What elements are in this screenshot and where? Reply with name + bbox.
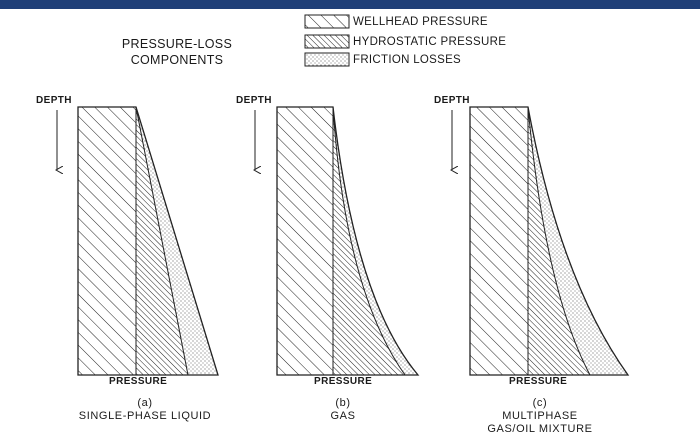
legend-title: PRESSURE-LOSS COMPONENTS — [92, 36, 262, 68]
panel-a-pressure-label: PRESSURE — [109, 376, 168, 387]
panel-b-depth-label: DEPTH — [236, 95, 272, 106]
panel-b-outline — [276, 106, 420, 376]
panel-a-depth-label: DEPTH — [36, 95, 72, 106]
panel-b-hydrostatic-area — [333, 107, 405, 375]
legend-label-wellhead: WELLHEAD PRESSURE — [353, 16, 488, 28]
panel-c-letter: (c) — [532, 397, 548, 409]
panel-c-hydrostatic-line — [527, 106, 591, 376]
panel-c-caption-line2: GAS/OIL MIXTURE — [487, 423, 593, 435]
panel-b-caption: (b) GAS — [243, 397, 443, 423]
panel-c-caption: (c) MULTIPHASE GAS/OIL MIXTURE — [440, 397, 640, 436]
legend-swatch-wellhead — [304, 14, 350, 29]
panel-c-friction-area — [528, 107, 628, 375]
panel-a-outline — [77, 106, 219, 376]
panel-c-wellhead-area — [470, 107, 528, 375]
panel-b-plot — [255, 106, 420, 376]
panel-c-hydrostatic-area — [528, 107, 590, 375]
panel-a-plot — [57, 106, 219, 376]
panel-a-caption: (a) SINGLE-PHASE LIQUID — [45, 397, 245, 423]
legend-label-hydrostatic: HYDROSTATIC PRESSURE — [353, 36, 507, 48]
panel-c-outline — [469, 106, 630, 376]
panel-a-caption-line1: SINGLE-PHASE LIQUID — [78, 410, 212, 422]
panel-b-letter: (b) — [335, 397, 351, 409]
panel-b-caption-line1: GAS — [330, 410, 356, 422]
panel-c-depth-label: DEPTH — [434, 95, 470, 106]
panel-a-wellhead-area — [78, 107, 136, 375]
panel-c-plot — [452, 106, 630, 376]
panel-c-pressure-label: PRESSURE — [509, 376, 568, 387]
panel-a-hydrostatic-line — [135, 106, 189, 376]
panel-c-caption-line1: MULTIPHASE — [502, 410, 578, 422]
legend-title-line2: COMPONENTS — [130, 53, 224, 67]
panel-a-letter: (a) — [137, 397, 153, 409]
top-banner — [0, 0, 700, 9]
legend-title-line1: PRESSURE-LOSS — [121, 37, 233, 51]
panel-b-hydrostatic-line — [332, 106, 406, 376]
panel-b-wellhead-area — [277, 107, 333, 375]
legend-swatch-friction — [304, 52, 350, 67]
panel-b-pressure-label: PRESSURE — [314, 376, 373, 387]
legend-label-friction: FRICTION LOSSES — [353, 54, 462, 66]
legend-swatch-hydrostatic — [304, 34, 350, 49]
